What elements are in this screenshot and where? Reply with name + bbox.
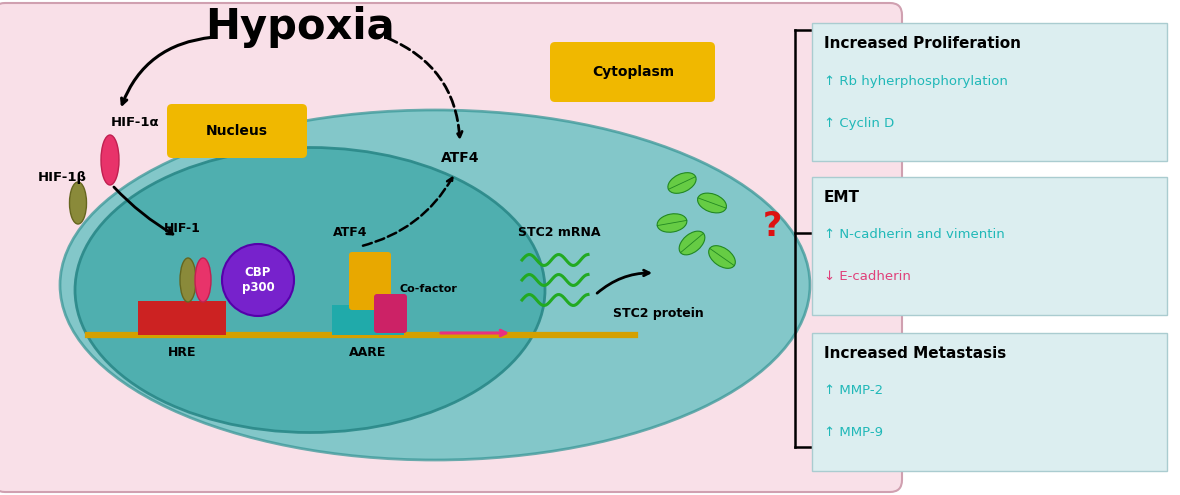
Ellipse shape [76, 148, 545, 433]
FancyBboxPatch shape [812, 333, 1167, 471]
Ellipse shape [70, 182, 86, 224]
FancyBboxPatch shape [812, 23, 1167, 161]
Text: ↑ Rb hyherphosphorylation: ↑ Rb hyherphosphorylation [824, 75, 1008, 88]
Text: EMT: EMT [824, 190, 860, 204]
FancyBboxPatch shape [0, 3, 902, 492]
Ellipse shape [657, 214, 687, 232]
FancyBboxPatch shape [349, 252, 391, 310]
Ellipse shape [680, 231, 704, 255]
Text: ↓ E-cadherin: ↓ E-cadherin [824, 270, 911, 284]
Ellipse shape [709, 246, 735, 268]
Text: HIF-1α: HIF-1α [111, 115, 159, 129]
FancyBboxPatch shape [138, 301, 227, 335]
FancyBboxPatch shape [168, 104, 307, 158]
Text: AARE: AARE [349, 346, 387, 359]
Text: ↑ Cyclin D: ↑ Cyclin D [824, 116, 894, 130]
Text: Nucleus: Nucleus [206, 124, 268, 138]
Ellipse shape [668, 173, 696, 194]
Text: ATF4: ATF4 [441, 151, 479, 165]
Ellipse shape [60, 110, 809, 460]
Text: CBP
p300: CBP p300 [242, 266, 275, 294]
Text: STC2 mRNA: STC2 mRNA [518, 227, 601, 240]
FancyBboxPatch shape [550, 42, 715, 102]
Text: ?: ? [762, 210, 781, 244]
Text: HIF-1β: HIF-1β [38, 170, 86, 184]
Text: ATF4: ATF4 [333, 227, 367, 240]
Text: Cytoplasm: Cytoplasm [592, 65, 674, 79]
FancyBboxPatch shape [812, 177, 1167, 315]
Text: ↑ MMP-9: ↑ MMP-9 [824, 427, 883, 440]
Text: STC2 protein: STC2 protein [612, 306, 703, 319]
Text: Increased Metastasis: Increased Metastasis [824, 346, 1007, 360]
Ellipse shape [222, 244, 294, 316]
Text: HRE: HRE [168, 346, 196, 359]
Ellipse shape [697, 193, 727, 213]
FancyBboxPatch shape [374, 294, 407, 333]
Text: HIF-1: HIF-1 [164, 221, 201, 235]
Ellipse shape [195, 258, 211, 302]
Ellipse shape [181, 258, 196, 302]
Text: Increased Proliferation: Increased Proliferation [824, 36, 1021, 50]
Text: Hypoxia: Hypoxia [205, 6, 395, 48]
FancyBboxPatch shape [332, 305, 404, 335]
Ellipse shape [101, 135, 119, 185]
Text: ↑ MMP-2: ↑ MMP-2 [824, 385, 883, 397]
Text: Co-factor: Co-factor [400, 284, 458, 294]
Text: ↑ N-cadherin and vimentin: ↑ N-cadherin and vimentin [824, 229, 1004, 242]
